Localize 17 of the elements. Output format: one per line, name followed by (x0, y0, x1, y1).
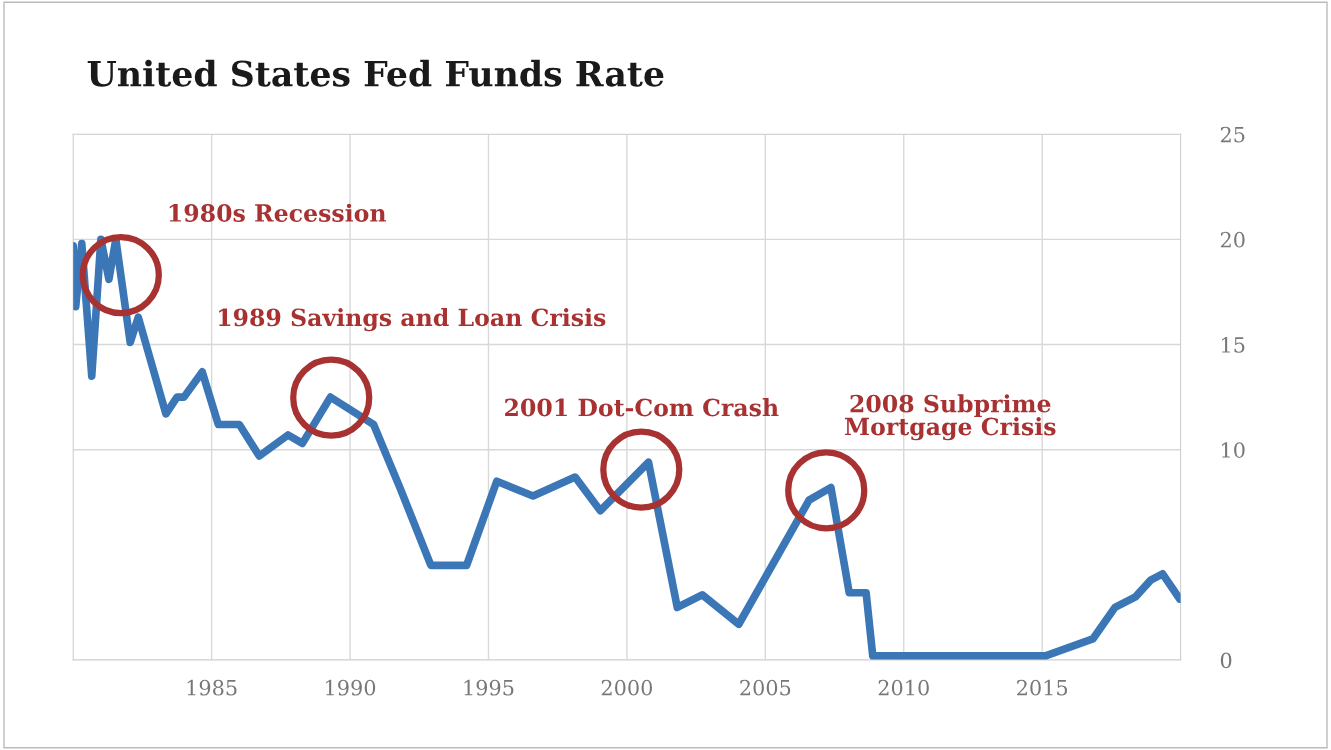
x-tick-label: 1985 (187, 679, 237, 696)
y-tick-label: 25 (1220, 126, 1245, 143)
x-tick-label: 1995 (464, 679, 514, 696)
x-tick-label: 2005 (740, 679, 791, 696)
y-tick-label: 10 (1222, 442, 1245, 458)
x-tick-label: 2000 (601, 679, 653, 696)
annotation: 2001 Dot-Com Crash (505, 398, 779, 417)
y-tick-label: 15 (1222, 337, 1245, 353)
x-tick-label: 1990 (326, 679, 376, 696)
annotation: 1989 Savings and Loan Crisis (219, 308, 606, 332)
annotation: 2008 Subprime Mortgage Crisis (844, 394, 1056, 441)
y-tick-label: 20 (1220, 231, 1245, 248)
y-tick-label: 0 (1220, 652, 1232, 669)
annotation: 1980s Recession (169, 203, 387, 222)
x-tick-label: 2010 (878, 679, 929, 696)
x-tick-label: 2015 (1017, 679, 1068, 696)
chart-title: United States Fed Funds Rate (87, 59, 664, 87)
